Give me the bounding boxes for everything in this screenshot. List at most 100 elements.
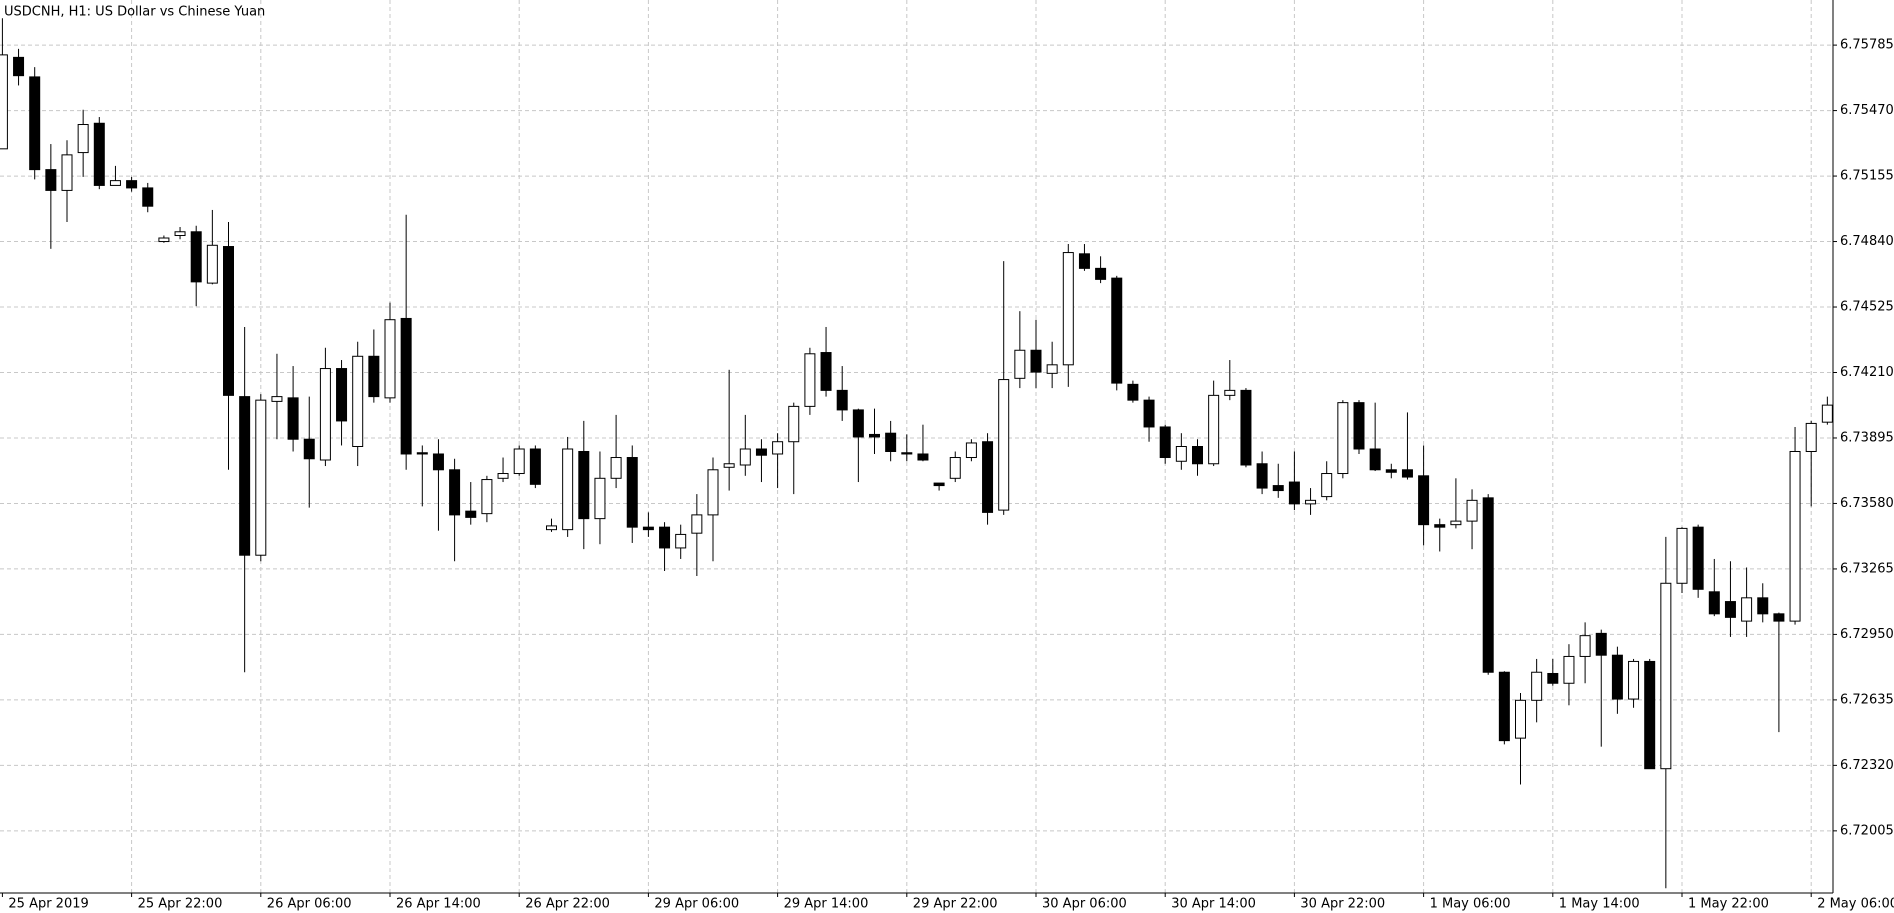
candle-body (384, 319, 396, 399)
candle-body (1305, 499, 1317, 505)
y-tick-label: 6.73895 (1840, 430, 1894, 445)
candle-body (0, 54, 8, 150)
chart-title: USDCNH, H1: US Dollar vs Chinese Yuan (4, 5, 265, 20)
candle-body (1531, 671, 1543, 701)
candle-body (1353, 402, 1365, 450)
candle-body (368, 355, 380, 398)
candle-body (61, 154, 73, 191)
candle-body (1692, 526, 1704, 590)
candle-body (126, 180, 138, 189)
candle-body (820, 352, 832, 391)
candle-body (303, 438, 315, 460)
candle-body (158, 237, 170, 243)
x-tick-label: 26 Apr 06:00 (267, 897, 352, 912)
x-tick-label: 29 Apr 22:00 (913, 897, 998, 912)
candle-body (723, 463, 735, 468)
candle-body (239, 396, 251, 556)
candle-body (1498, 671, 1510, 742)
candle-body (109, 180, 121, 186)
candle-body (93, 122, 105, 186)
candle-body (1288, 481, 1300, 505)
candle-body (1192, 446, 1203, 465)
candle-body (546, 525, 557, 531)
candle-body (1628, 660, 1640, 700)
candle-body (836, 389, 848, 411)
candle-body (1805, 422, 1817, 452)
candle-body (1337, 402, 1349, 475)
candle-body (1466, 499, 1478, 522)
candle-body (1208, 394, 1220, 465)
candle-body (869, 433, 880, 438)
candle-body (626, 457, 638, 528)
candle-body (45, 169, 57, 191)
candle-body (1821, 404, 1833, 423)
candle-body (659, 526, 671, 549)
candle-body (271, 396, 283, 402)
candle-body (675, 533, 687, 549)
candle-body (1676, 527, 1688, 584)
candle-body (1515, 699, 1526, 739)
candle-body (1482, 497, 1494, 673)
candle-body (772, 441, 784, 455)
candle-body (691, 514, 703, 534)
x-tick-label: 29 Apr 14:00 (784, 897, 869, 912)
x-tick-label: 1 May 14:00 (1559, 897, 1640, 912)
candle-body (1062, 252, 1074, 366)
candle-body (1369, 448, 1381, 471)
x-tick-label: 1 May 22:00 (1688, 897, 1769, 912)
candle-body (1401, 469, 1413, 478)
candle-body (1078, 253, 1090, 269)
y-tick-label: 6.75470 (1840, 103, 1894, 118)
candle-body (416, 452, 428, 455)
candle-body (1143, 399, 1155, 428)
candle-body (190, 231, 202, 283)
candle-body (1240, 389, 1252, 466)
candle-body (1272, 485, 1284, 492)
candle-body (1595, 632, 1607, 656)
candle-body (1708, 591, 1720, 615)
candle-body (497, 473, 509, 479)
y-tick-label: 6.75155 (1840, 169, 1894, 184)
candle-body (29, 76, 41, 171)
candle-body (755, 448, 767, 456)
candle-body (965, 442, 977, 459)
x-tick-label: 1 May 06:00 (1430, 897, 1511, 912)
candle-body (1127, 383, 1139, 401)
x-tick-label: 2 May 06:00 (1817, 897, 1894, 912)
candle-body (1434, 524, 1446, 528)
candle-body (982, 441, 994, 513)
candle-body (513, 448, 525, 475)
x-tick-label: 29 Apr 06:00 (654, 897, 739, 912)
y-tick-label: 6.74210 (1840, 365, 1894, 380)
candle-body (336, 368, 348, 422)
candle-body (1256, 463, 1268, 489)
candle-body (788, 405, 800, 443)
candle-body (1611, 654, 1623, 700)
candle-body (1385, 469, 1397, 473)
candle-body (13, 56, 25, 77)
candle-body (449, 469, 461, 516)
candle-body (400, 317, 412, 455)
candle-body (578, 450, 590, 520)
y-tick-label: 6.74525 (1840, 300, 1894, 315)
candle-body (610, 457, 622, 479)
grid (0, 0, 1833, 893)
candle-body (562, 448, 574, 531)
candle-body (1418, 475, 1430, 526)
candle-body (255, 399, 267, 556)
candle-body (1224, 389, 1236, 396)
candle-body (1789, 450, 1801, 622)
candle-body (1660, 582, 1672, 770)
candle-body (174, 231, 186, 237)
candle-body (287, 397, 299, 440)
y-tick-label: 6.74840 (1840, 234, 1894, 249)
candle-body (707, 469, 719, 516)
y-tick-label: 6.73580 (1840, 496, 1894, 511)
candle-body (206, 244, 218, 284)
y-tick-label: 6.72320 (1840, 758, 1894, 773)
candle-body (1773, 613, 1785, 622)
candle-body (1321, 473, 1333, 498)
x-tick-label: 25 Apr 22:00 (138, 897, 223, 912)
candle-body (917, 453, 929, 461)
